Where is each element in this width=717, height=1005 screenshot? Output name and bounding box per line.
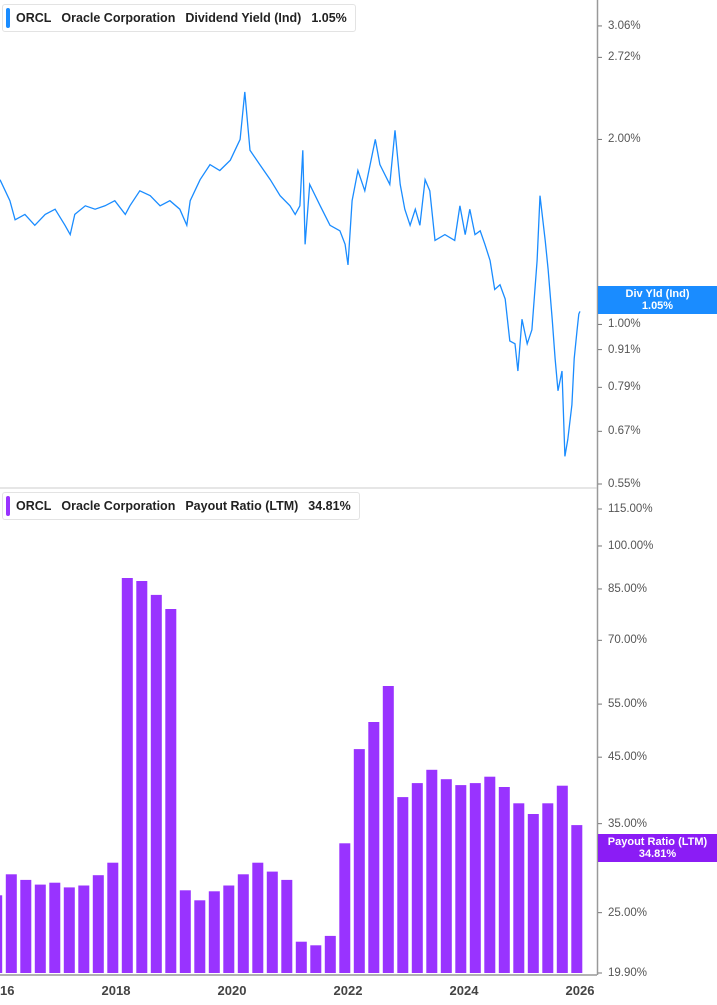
payout-bar-2022-08 xyxy=(382,686,394,973)
payout-bars xyxy=(0,578,583,973)
x-tick-label: 2016 xyxy=(0,983,15,998)
y-tick-label: 115.00% xyxy=(608,503,653,515)
y-tick-label: 3.06% xyxy=(608,19,641,32)
y-tick-label: 35.00% xyxy=(608,817,648,830)
payout-bar-2019-11 xyxy=(223,885,235,973)
y-tick-label: 0.91% xyxy=(608,343,641,356)
legend-metric: Dividend Yield (Ind) xyxy=(185,11,302,25)
payout-bar-2016-08 xyxy=(34,884,46,973)
payout-bar-2019-05 xyxy=(194,900,206,973)
payout-ratio-badge: Payout Ratio (LTM) 34.81% xyxy=(598,834,717,862)
y-tick-label: 1.00% xyxy=(608,318,641,331)
x-tick-label: 2020 xyxy=(217,983,247,998)
y-tick-label: 2.00% xyxy=(608,133,641,146)
payout-bar-2017-08 xyxy=(92,875,104,973)
payout-bar-2023-08 xyxy=(440,779,452,973)
payout-bar-2019-08 xyxy=(208,891,220,973)
y-tick-label: 19.90% xyxy=(608,967,648,979)
legend-metric: Payout Ratio (LTM) xyxy=(185,499,299,513)
payout-bar-2021-08 xyxy=(324,935,336,973)
badge-value: 34.81% xyxy=(638,848,677,860)
dividend-yield-line xyxy=(0,91,581,457)
payout-bar-2019-02 xyxy=(179,890,191,973)
payout-bar-2022-11 xyxy=(397,797,409,973)
legend-value: 1.05% xyxy=(311,11,347,25)
payout-bar-2015-11 xyxy=(0,895,3,973)
y-tick-label: 0.79% xyxy=(608,381,641,394)
y-tick-label: 85.00% xyxy=(608,582,648,595)
payout-bar-2018-11 xyxy=(165,609,177,973)
x-tick-label: 2026 xyxy=(565,983,595,998)
series-color-swatch xyxy=(6,8,10,28)
payout-bar-2024-11 xyxy=(513,803,525,973)
payout-bar-2020-05 xyxy=(252,862,264,973)
payout-bar-2023-05 xyxy=(426,769,438,973)
payout-bar-2023-02 xyxy=(411,783,423,973)
payout-bar-2023-11 xyxy=(455,785,467,973)
payout-bar-2021-02 xyxy=(295,941,307,973)
x-tick-label: 2024 xyxy=(449,983,479,998)
y-tick-marks xyxy=(598,25,602,974)
dividend-yield-badge: Div Yld (Ind) 1.05% xyxy=(598,286,717,314)
payout-bar-2020-11 xyxy=(281,879,293,973)
payout-bar-2016-02 xyxy=(5,874,17,973)
payout-bar-2024-08 xyxy=(498,787,510,973)
y-tick-label: 2.72% xyxy=(608,51,641,64)
y-tick-label: 100.00% xyxy=(608,539,654,552)
legend-value: 34.81% xyxy=(308,499,351,513)
payout-bar-2021-05 xyxy=(310,945,322,973)
payout-bar-2018-02 xyxy=(121,578,133,973)
legend-company: Oracle Corporation xyxy=(61,499,176,513)
payout-bar-2017-02 xyxy=(63,887,75,973)
payout-bar-2018-08 xyxy=(150,594,162,973)
payout-bar-2025-08 xyxy=(556,785,568,973)
series-color-swatch xyxy=(6,496,10,516)
badge-value: 1.05% xyxy=(641,300,674,312)
payout-bar-2025-11 xyxy=(571,825,583,973)
payout-bar-2022-02 xyxy=(353,749,365,973)
payout-bar-2021-11 xyxy=(339,843,351,973)
payout-bar-2018-05 xyxy=(136,581,148,973)
legend-company: Oracle Corporation xyxy=(61,11,176,25)
payout-bar-2016-05 xyxy=(20,879,32,973)
payout-bar-2025-05 xyxy=(542,803,554,973)
badge-label: Div Yld (Ind) xyxy=(625,288,690,300)
legend-ticker: ORCL xyxy=(16,11,52,25)
badge-label: Payout Ratio (LTM) xyxy=(607,836,708,848)
x-tick-label: 2022 xyxy=(333,983,363,998)
payout-ratio-legend[interactable]: ORCL Oracle Corporation Payout Ratio (LT… xyxy=(2,492,360,520)
y-tick-label: 0.67% xyxy=(608,425,641,438)
payout-bar-2024-02 xyxy=(469,783,481,973)
payout-bar-2016-11 xyxy=(49,882,61,973)
x-tick-label: 2018 xyxy=(101,983,131,998)
payout-bar-2022-05 xyxy=(368,722,380,973)
dividend-yield-legend[interactable]: ORCL Oracle Corporation Dividend Yield (… xyxy=(2,4,356,32)
payout-bar-2024-05 xyxy=(484,776,496,973)
payout-bar-2017-05 xyxy=(78,885,90,973)
y-tick-label: 70.00% xyxy=(608,634,648,647)
y-tick-label: 55.00% xyxy=(608,698,648,711)
payout-bar-2017-11 xyxy=(107,862,119,973)
payout-bar-2025-02 xyxy=(527,814,539,973)
payout-bar-2020-02 xyxy=(237,874,249,973)
payout-bar-2020-08 xyxy=(266,871,278,973)
y-tick-label: 0.55% xyxy=(608,478,641,490)
legend-ticker: ORCL xyxy=(16,499,52,513)
y-tick-label: 25.00% xyxy=(608,906,648,919)
y-tick-label: 45.00% xyxy=(608,751,648,764)
